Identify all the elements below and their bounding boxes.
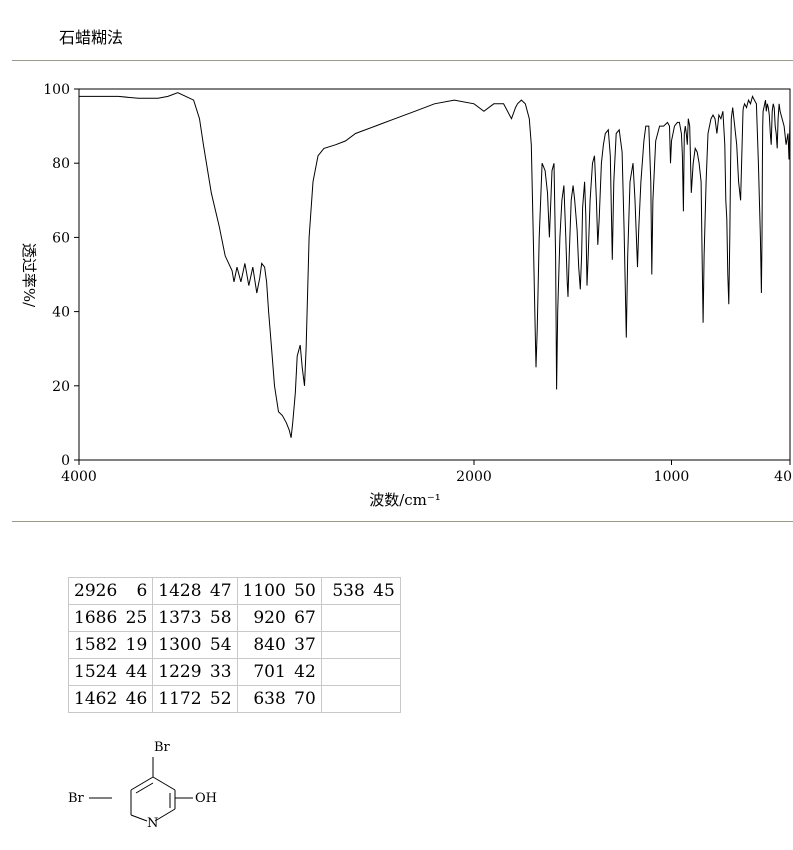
peak-cell: 1686 25 <box>67 604 154 632</box>
y-tick-label: 100 <box>43 82 70 98</box>
wavenumber-value: 1582 <box>74 635 118 655</box>
y-tick-label: 60 <box>52 230 70 246</box>
transmittance-value: 67 <box>294 608 316 628</box>
peak-table-row: 2926 6 1428 47 1100 50 538 45 <box>67 577 401 605</box>
peak-table: 2926 6 1428 47 1100 50 538 45 1686 25 1373 58 920 67 1… <box>67 577 401 713</box>
transmittance-value: 25 <box>125 608 148 628</box>
wavenumber-value: 840 <box>253 635 286 655</box>
peak-cell: 920 67 <box>236 604 322 632</box>
transmittance-value: 47 <box>209 581 232 601</box>
transmittance-value: 54 <box>209 635 232 655</box>
wavenumber-value: 538 <box>332 581 365 601</box>
peak-cell: 1462 46 <box>67 685 154 713</box>
ir-spectrum-chart: 100 80 60 40 20 0 4000 2000 1000 40 透过率%/ 波数/cm⁻… <box>20 82 792 509</box>
peak-table-row: 1524 44 1229 33 701 42 <box>67 658 401 686</box>
transmittance-value: 52 <box>209 689 232 709</box>
bromine-top-label: Br <box>154 740 171 755</box>
wavenumber-value: 1373 <box>158 608 202 628</box>
wavenumber-value: 701 <box>253 662 286 682</box>
transmittance-value: 19 <box>125 635 148 655</box>
wavenumber-value: 1172 <box>158 689 202 709</box>
peak-cell: 1428 47 <box>152 577 238 605</box>
peak-cell: 1524 44 <box>67 658 154 686</box>
wavenumber-value: 1462 <box>74 689 118 709</box>
wavenumber-value: 1524 <box>74 662 118 682</box>
peak-cell <box>320 604 401 632</box>
transmittance-value: 50 <box>294 581 316 601</box>
peak-cell: 1300 54 <box>152 631 238 659</box>
peak-cell: 701 42 <box>236 658 322 686</box>
x-axis-label: 波数/cm⁻¹ <box>369 491 441 509</box>
wavenumber-value: 638 <box>253 689 286 709</box>
peak-cell: 840 37 <box>236 631 322 659</box>
peak-cell: 1373 58 <box>152 604 238 632</box>
transmittance-value: 6 <box>136 581 148 601</box>
transmittance-value: 44 <box>125 662 148 682</box>
transmittance-value: 37 <box>294 635 316 655</box>
peak-cell <box>320 685 401 713</box>
wavenumber-value: 1100 <box>242 581 286 601</box>
peak-cell: 1229 33 <box>152 658 238 686</box>
peak-cell: 1172 52 <box>152 685 238 713</box>
transmittance-value: 42 <box>294 662 316 682</box>
peak-cell: 538 45 <box>320 577 401 605</box>
wavenumber-value: 1686 <box>74 608 118 628</box>
x-tick-label: 40 <box>774 469 792 485</box>
hydroxyl-label: OH <box>195 791 217 806</box>
wavenumber-value: 920 <box>253 608 286 628</box>
wavenumber-value: 2926 <box>74 581 118 601</box>
peak-cell: 2926 6 <box>67 577 154 605</box>
nitrogen-label: N <box>147 816 158 831</box>
peak-cell: 638 70 <box>236 685 322 713</box>
peak-cell <box>320 631 401 659</box>
substituent-bonds <box>89 797 193 799</box>
peak-table-row: 1462 46 1172 52 638 70 <box>67 685 401 713</box>
peak-table-row: 1582 19 1300 54 840 37 <box>67 631 401 659</box>
method-label: 石蜡糊法 <box>59 28 124 47</box>
bottom-divider <box>12 521 793 522</box>
x-tick-label: 4000 <box>61 469 97 485</box>
x-tick-label: 2000 <box>456 469 492 485</box>
wavenumber-value: 1229 <box>158 662 202 682</box>
transmittance-value: 46 <box>125 689 148 709</box>
y-tick-label: 80 <box>52 156 70 172</box>
transmittance-value: 70 <box>294 689 316 709</box>
x-axis: 4000 2000 1000 40 <box>61 460 792 485</box>
transmittance-value: 58 <box>209 608 232 628</box>
peak-cell <box>320 658 401 686</box>
y-axis-label: 透过率%/ <box>20 243 38 308</box>
transmittance-value: 45 <box>373 581 395 601</box>
y-tick-label: 20 <box>52 379 70 395</box>
peak-table-row: 1686 25 1373 58 920 67 <box>67 604 401 632</box>
y-tick-label: 40 <box>52 305 70 321</box>
molecular-structure: Br Br OH N <box>68 740 217 831</box>
top-divider <box>12 60 793 61</box>
transmittance-series-line <box>79 92 791 438</box>
y-axis: 100 80 60 40 20 0 <box>43 82 79 469</box>
peak-cell: 1100 50 <box>236 577 322 605</box>
bromine-left-label: Br <box>68 791 85 806</box>
wavenumber-value: 1428 <box>158 581 202 601</box>
x-tick-label: 1000 <box>654 469 690 485</box>
transmittance-value: 33 <box>209 662 232 682</box>
pyridine-ring <box>130 757 176 822</box>
y-tick-label: 0 <box>61 453 70 469</box>
plot-frame <box>78 88 791 461</box>
wavenumber-value: 1300 <box>158 635 202 655</box>
peak-cell: 1582 19 <box>67 631 154 659</box>
